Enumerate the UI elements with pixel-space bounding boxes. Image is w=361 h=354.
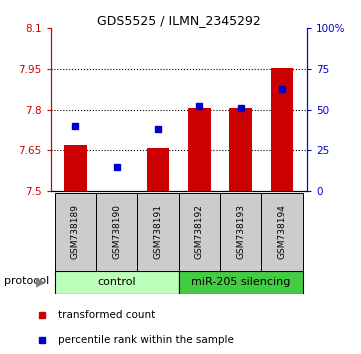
Bar (229, 108, 252, 191)
Bar (261, 193, 303, 271)
Bar (55, 193, 96, 271)
Bar (105, 190, 128, 191)
Bar (188, 108, 211, 191)
Bar (220, 193, 261, 271)
Bar (137, 193, 179, 271)
Bar (179, 271, 303, 294)
Title: GDS5525 / ILMN_2345292: GDS5525 / ILMN_2345292 (97, 14, 261, 27)
Text: GSM738191: GSM738191 (153, 204, 162, 259)
Text: GSM738192: GSM738192 (195, 204, 204, 259)
Text: transformed count: transformed count (58, 310, 156, 320)
Bar (179, 193, 220, 271)
Text: GSM738189: GSM738189 (71, 204, 80, 259)
Text: GSM738193: GSM738193 (236, 204, 245, 259)
Text: percentile rank within the sample: percentile rank within the sample (58, 335, 234, 344)
Bar (147, 148, 169, 191)
Bar (271, 68, 293, 191)
Text: ▶: ▶ (36, 275, 46, 288)
Text: GSM738190: GSM738190 (112, 204, 121, 259)
Bar (64, 145, 87, 191)
Text: miR-205 silencing: miR-205 silencing (191, 277, 290, 287)
Bar (96, 193, 137, 271)
Text: control: control (97, 277, 136, 287)
Bar (55, 271, 179, 294)
Text: GSM738194: GSM738194 (278, 204, 287, 259)
Text: protocol: protocol (4, 276, 49, 286)
